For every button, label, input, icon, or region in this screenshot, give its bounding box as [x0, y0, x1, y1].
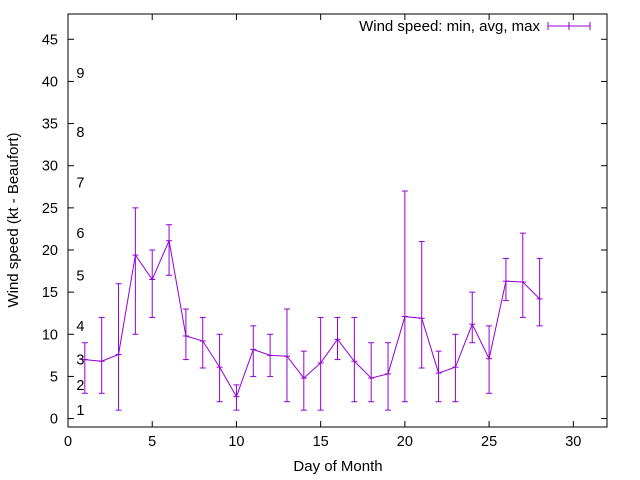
y-tick-label: 0: [50, 412, 58, 428]
error-bar: [115, 283, 122, 411]
plot-area: [81, 190, 543, 411]
series-line: [84, 239, 540, 398]
y-tick-label: 15: [42, 285, 58, 301]
error-bar: [351, 316, 358, 403]
error-bar: [401, 190, 408, 403]
error-bar: [233, 384, 240, 411]
error-bar: [166, 224, 173, 276]
beaufort-label: 6: [76, 226, 84, 242]
y-axis-title: Wind speed (kt - Beaufort): [5, 132, 22, 307]
error-bar: [536, 257, 543, 327]
error-bar: [334, 316, 341, 361]
error-bar: [317, 316, 324, 411]
beaufort-label: 4: [76, 319, 84, 335]
x-tick-label: 25: [481, 434, 497, 450]
y-tick-label: 10: [42, 327, 58, 343]
error-bar: [519, 232, 526, 318]
error-bar: [385, 342, 392, 411]
y-tick-label: 20: [42, 243, 58, 259]
error-bar: [486, 325, 493, 394]
y-tick-label: 35: [42, 117, 58, 133]
error-bar: [300, 350, 307, 411]
x-tick-label: 0: [64, 434, 72, 450]
legend: Wind speed: min, avg, max: [359, 18, 591, 35]
error-bar: [267, 333, 274, 377]
beaufort-label: 2: [76, 378, 84, 394]
beaufort-label: 9: [76, 66, 84, 82]
error-bar: [81, 342, 88, 394]
error-bar: [149, 249, 156, 318]
x-tick-label: 10: [228, 434, 244, 450]
beaufort-label: 5: [76, 268, 84, 284]
y-tick-label: 40: [42, 74, 58, 90]
x-tick-label: 20: [397, 434, 413, 450]
y-tick-label: 30: [42, 159, 58, 175]
error-bar: [250, 325, 257, 377]
beaufort-label: 8: [76, 125, 84, 141]
y-tick-label: 45: [42, 32, 58, 48]
beaufort-label: 1: [76, 403, 84, 419]
error-bar: [435, 350, 442, 403]
y-tick-label: 5: [50, 369, 58, 385]
x-tick-label: 30: [565, 434, 581, 450]
x-axis-title: Day of Month: [293, 458, 382, 475]
beaufort-label: 3: [76, 353, 84, 369]
legend-label: Wind speed: min, avg, max: [359, 18, 540, 35]
error-bar: [452, 333, 459, 403]
x-tick-label: 5: [148, 434, 156, 450]
error-bar: [199, 316, 206, 369]
error-bar: [132, 207, 139, 335]
error-bar: [216, 333, 223, 403]
error-bar: [98, 316, 105, 394]
beaufort-label: 7: [76, 176, 84, 192]
error-bar: [502, 257, 509, 302]
error-bar: [283, 308, 290, 403]
error-bar: [469, 291, 476, 344]
error-bar: [418, 241, 425, 369]
error-bar: [368, 342, 375, 403]
x-tick-label: 15: [313, 434, 329, 450]
y-tick-label: 25: [42, 201, 58, 217]
error-bar: [182, 308, 189, 361]
plot-frame: [67, 13, 608, 428]
